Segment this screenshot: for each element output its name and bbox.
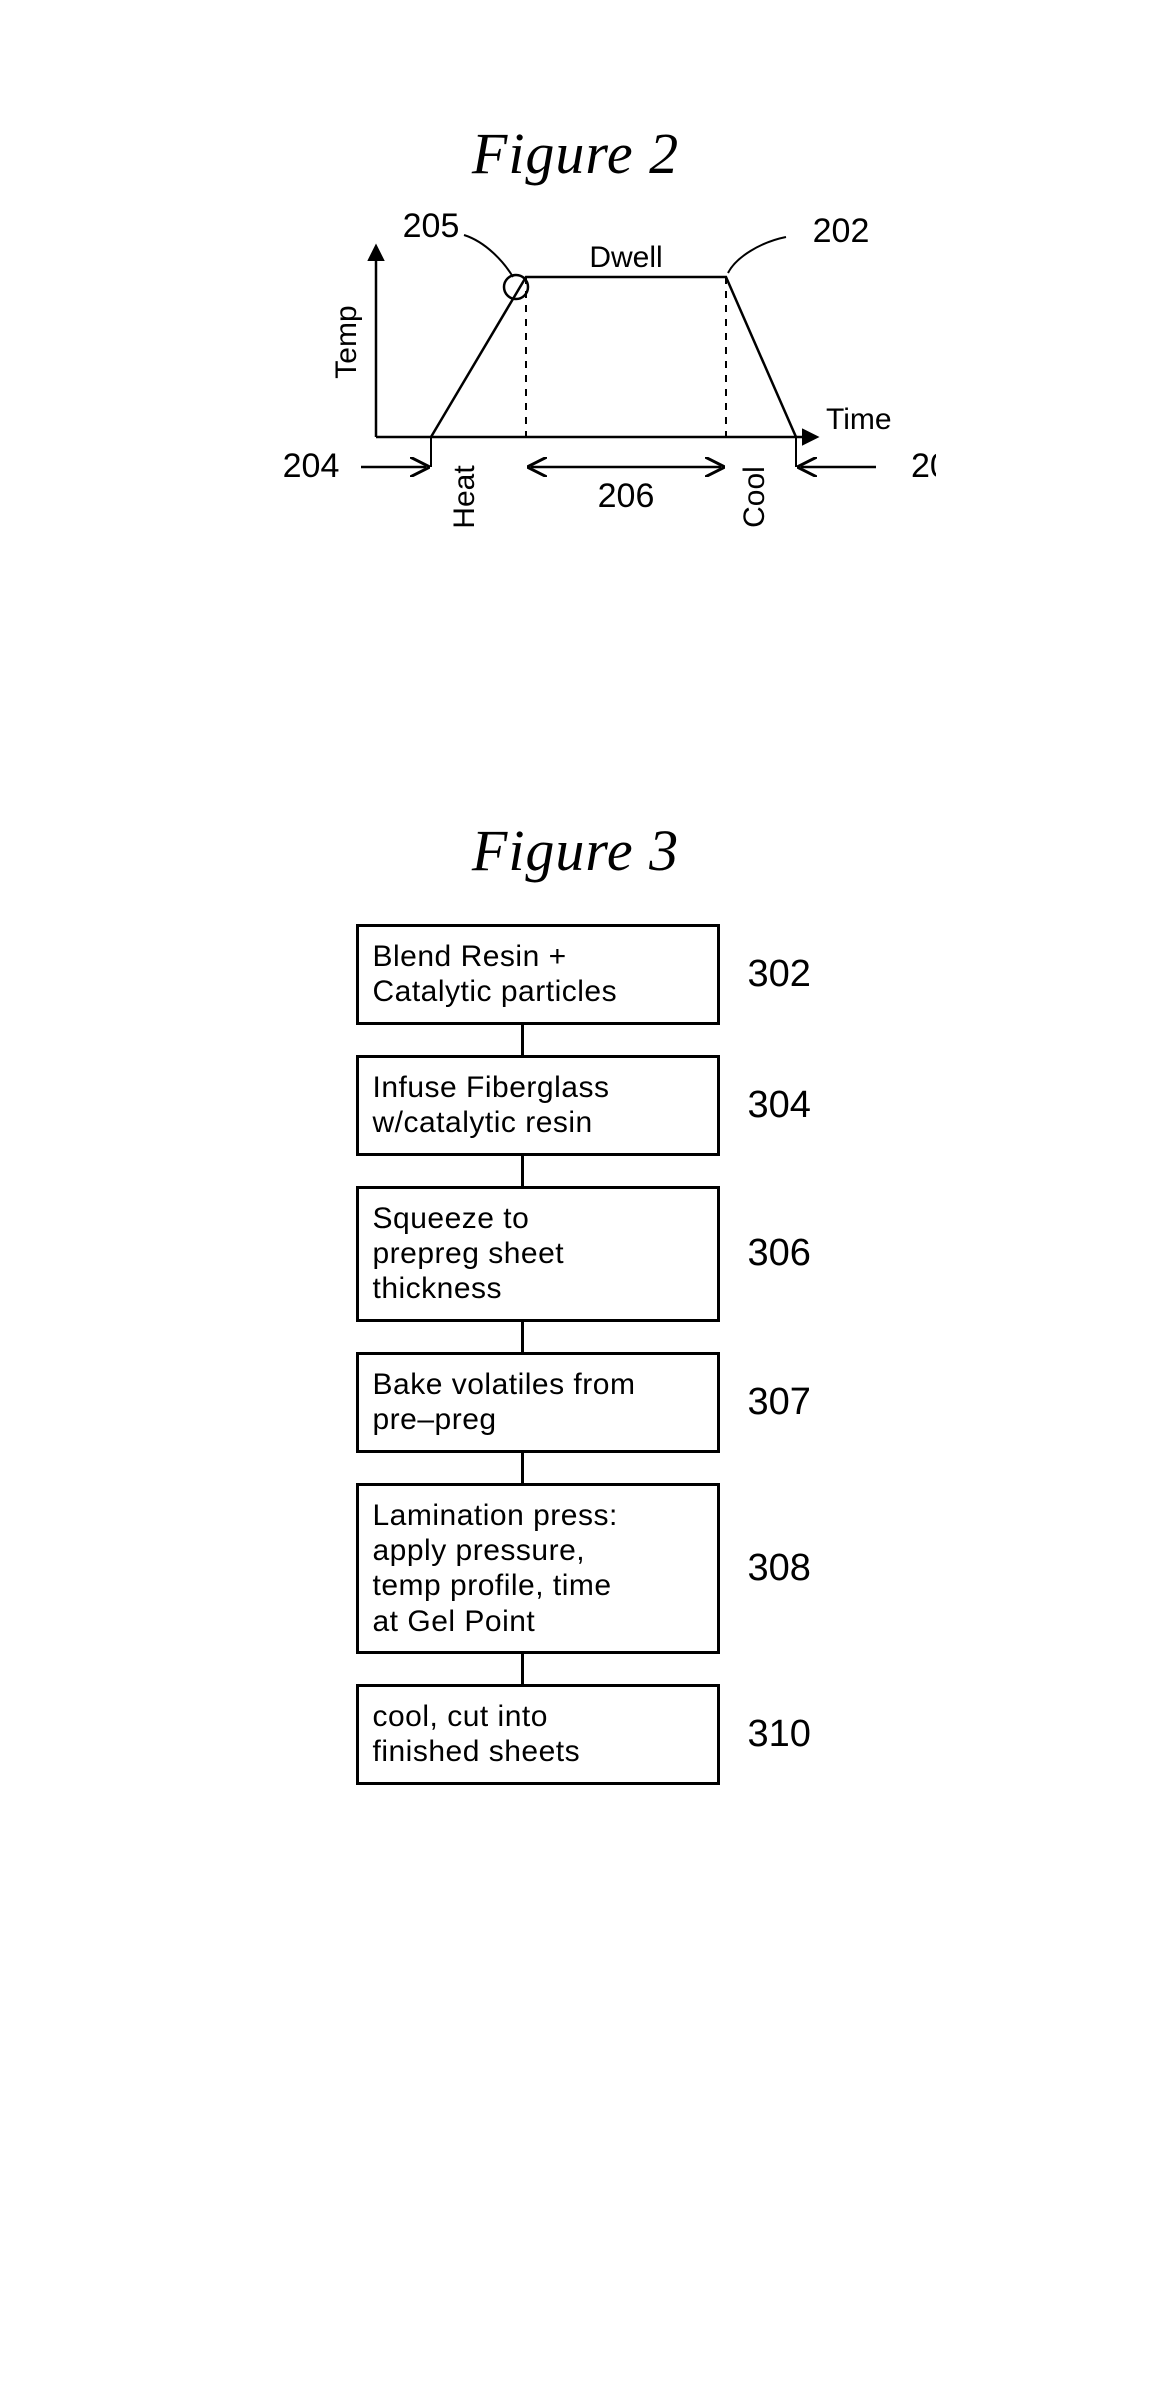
flow-step-number: 306 [748, 1232, 811, 1275]
temp-profile-line [431, 277, 796, 437]
flow-step-box: Lamination press:apply pressure,temp pro… [356, 1483, 720, 1655]
flow-step-number: 302 [748, 953, 811, 996]
flow-step: Infuse Fiberglassw/catalytic resin 304 [356, 1055, 836, 1156]
flow-step-box: Blend Resin +Catalytic particles [356, 924, 720, 1025]
callout-204: 204 [282, 447, 339, 485]
flow-connector [521, 1025, 524, 1055]
figure-2-chart: Temp Time Dwell Heat Cool 205 202 204 20… [216, 207, 936, 537]
dwell-label: Dwell [589, 241, 662, 274]
figure-2-title: Figure 2 [0, 120, 1151, 187]
leader-202 [728, 237, 786, 273]
flow-step-number: 308 [748, 1547, 811, 1590]
callout-205: 205 [402, 207, 459, 245]
callout-202: 202 [812, 212, 869, 250]
x-axis-label: Time [826, 403, 892, 436]
flow-step-number: 307 [748, 1381, 811, 1424]
flow-connector [521, 1322, 524, 1352]
figure-3-title: Figure 3 [0, 817, 1151, 884]
flow-step: Lamination press:apply pressure,temp pro… [356, 1483, 836, 1655]
figure-3: Figure 3 Blend Resin +Catalytic particle… [0, 817, 1151, 1785]
cool-label: Cool [738, 466, 771, 528]
flow-step: Squeeze toprepreg sheetthickness 306 [356, 1186, 836, 1322]
leader-205 [464, 235, 513, 277]
flow-step-box: Bake volatiles frompre–preg [356, 1352, 720, 1453]
flow-step: Bake volatiles frompre–preg 307 [356, 1352, 836, 1453]
flow-step-number: 310 [748, 1713, 811, 1756]
heat-label: Heat [448, 465, 481, 529]
flow-step-number: 304 [748, 1084, 811, 1127]
figure-2: Figure 2 [0, 120, 1151, 537]
figure-3-flowchart: Blend Resin +Catalytic particles 302 Infus… [316, 924, 836, 1785]
y-axis-label: Temp [330, 305, 363, 378]
flow-connector [521, 1654, 524, 1684]
flow-step-box: cool, cut intofinished sheets [356, 1684, 720, 1785]
flow-step-box: Squeeze toprepreg sheetthickness [356, 1186, 720, 1322]
flow-step: Blend Resin +Catalytic particles 302 [356, 924, 836, 1025]
callout-206: 206 [597, 477, 654, 515]
flow-connector [521, 1453, 524, 1483]
flow-step: cool, cut intofinished sheets 310 [356, 1684, 836, 1785]
flow-connector [521, 1156, 524, 1186]
flow-step-box: Infuse Fiberglassw/catalytic resin [356, 1055, 720, 1156]
callout-208: 208 [911, 447, 936, 485]
